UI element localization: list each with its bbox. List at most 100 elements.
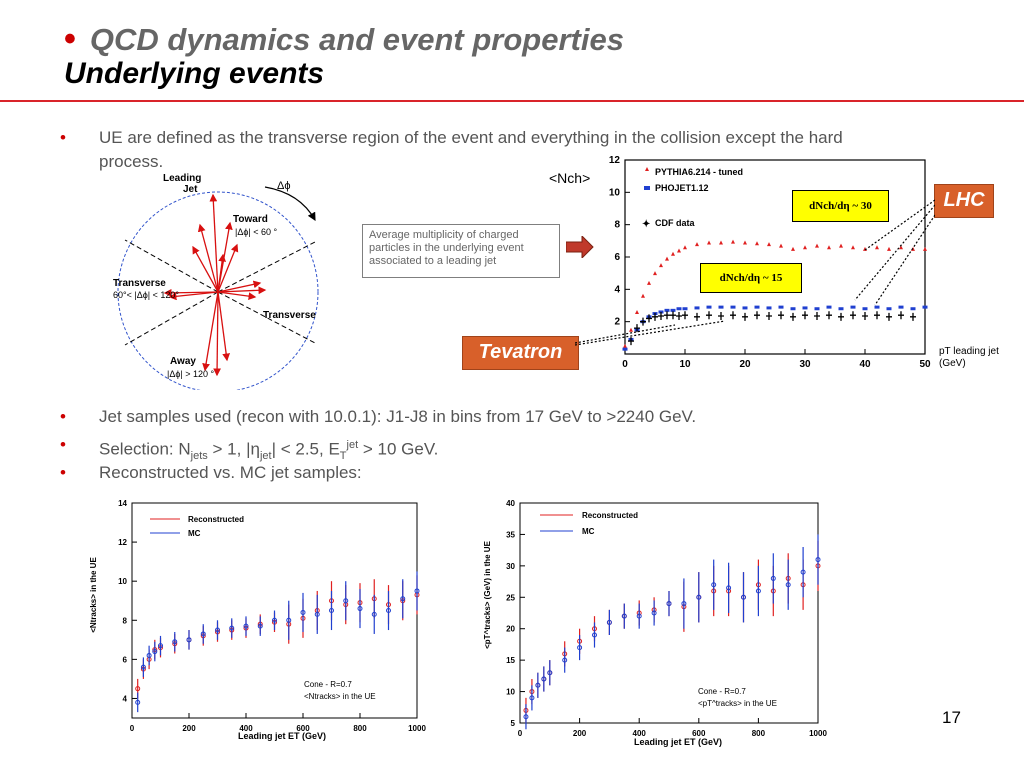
dnch-30-box: dNch/dη ~ 30 [792,190,889,222]
data-point [135,686,141,692]
toward-cut: |Δϕ| < 60 ° [235,227,277,237]
data-point [815,243,819,248]
data-point [742,312,748,321]
data-point [664,308,670,312]
data-point [666,601,672,607]
x-tick-label: 400 [633,729,647,738]
data-point [741,594,746,600]
data-point [683,245,687,250]
data-point [314,611,320,617]
x-tick-label: 600 [692,729,706,738]
data-point [523,714,529,720]
svg-text:MC: MC [188,529,201,538]
data-point [652,312,658,321]
transverse-label-right: Transverse [263,310,316,321]
data-point [862,307,868,311]
title-line1: QCD dynamics and event properties [89,22,624,57]
y-tick-label: 6 [123,655,128,664]
slide-subtitle: Underlying events [64,57,325,90]
svg-text:Cone - R=0.7: Cone - R=0.7 [698,687,746,696]
data-point [677,248,681,253]
data-point [898,305,904,309]
transverse-cut: 60°< |Δϕ| < 120° [113,290,179,300]
svg-text:Reconstructed: Reconstructed [582,511,638,520]
data-point [665,256,669,261]
title-rule [0,100,1024,102]
data-point [621,613,627,619]
data-point [731,239,735,244]
data-point [577,645,583,651]
bullet-4-text: Reconstructed vs. MC jet samples: [99,463,362,482]
y-tick-label: 10 [609,187,621,198]
svg-text:<Ntracks> in the UE: <Ntracks> in the UE [304,692,376,701]
data-point [742,306,748,310]
data-point [529,695,535,701]
data-point [910,312,916,321]
data-point [535,682,541,688]
data-point [158,643,163,649]
svg-text:<pT^tracks> in the UE: <pT^tracks> in the UE [698,699,777,708]
page-number: 17 [942,708,961,727]
data-point [300,609,306,615]
data-point [755,241,759,246]
y-tick-label: 14 [118,499,127,508]
data-point [800,569,806,575]
data-point [635,309,639,314]
data-point [850,305,856,309]
pt-leading-jet-label: pT leading jet (GeV) [939,346,999,369]
data-point [826,311,832,320]
data-point [779,243,783,248]
data-point [707,240,711,245]
data-point [670,311,676,320]
data-point [671,251,675,256]
data-point [414,588,420,594]
data-point [755,588,761,594]
data-point [887,246,891,251]
x-axis-label: Leading jet ET (GeV) [238,731,326,741]
data-point [357,606,363,612]
data-point [838,312,844,321]
tevatron-tag: Tevatron [462,336,579,370]
data-point [694,312,700,321]
data-point [754,305,760,309]
data-point [814,307,820,311]
data-point [874,311,880,320]
data-point [726,585,732,591]
x-tick-label: 400 [239,724,253,733]
data-point [910,307,916,311]
slide-title: • QCD dynamics and event properties [64,20,624,59]
y-tick-label: 10 [506,688,515,697]
data-point [629,327,633,332]
toward-label: Toward [233,214,268,225]
y-tick-label: 15 [506,656,515,665]
data-point [695,242,699,247]
x-tick-label: 200 [182,724,196,733]
away-cut: |Δϕ| > 120 ° [167,369,215,379]
data-point [706,311,712,320]
data-point [541,676,547,682]
data-point [329,608,334,613]
data-point [766,306,772,310]
data-point [200,631,206,637]
data-point [814,312,820,321]
data-point [785,582,791,588]
data-point [696,594,702,600]
x-tick-label: 50 [919,359,931,370]
x-tick-label: 0 [622,359,628,370]
data-point [243,623,249,629]
data-point [676,307,682,311]
ntracks-chart: 0 200 400 600 800 1000 4 6 8 10 12 14 Reconstructed… [89,499,426,741]
data-point [215,627,220,633]
data-point [791,246,795,251]
note-box: Average multiplicity of charged particle… [362,224,560,278]
y-tick-label: 35 [506,530,515,539]
data-point [659,263,663,268]
data-point [838,307,844,311]
data-point [681,601,687,607]
data-point [874,305,880,309]
data-point [135,699,141,705]
title-bullet: • [64,20,76,58]
x-tick-label: 200 [573,729,587,738]
dphi-label: Δϕ [277,180,291,192]
data-point [343,598,349,604]
